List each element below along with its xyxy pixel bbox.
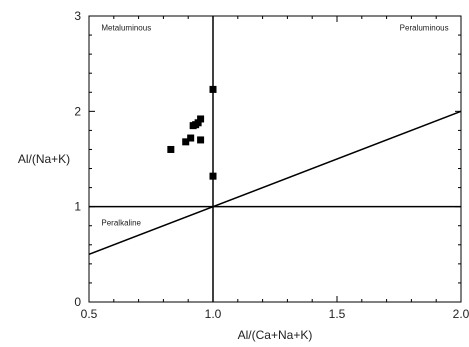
- y-axis-title: Al/(Na+K): [18, 152, 70, 166]
- plot-frame: [88, 15, 462, 303]
- x-tick-label: 1.5: [329, 307, 346, 321]
- x-tick-label: 2.0: [453, 307, 469, 321]
- x-tick-label: 0.5: [81, 307, 98, 321]
- x-tick-label: 1.0: [205, 307, 222, 321]
- data-point: [209, 85, 217, 93]
- data-point: [167, 145, 175, 153]
- region-label-peraluminous: Peraluminous: [400, 23, 449, 32]
- data-point: [197, 115, 205, 123]
- x-axis-title: Al/(Ca+Na+K): [238, 328, 313, 342]
- region-label-peralkaline: Peralkaline: [101, 219, 141, 228]
- data-point: [187, 134, 195, 142]
- y-tick-label: 3: [74, 9, 81, 23]
- data-point: [194, 119, 202, 127]
- data-point: [209, 172, 217, 180]
- y-tick-label: 1: [74, 200, 81, 214]
- reference-line-line: [88, 110, 462, 256]
- y-tick-label: 0: [74, 295, 81, 309]
- y-tick-label: 2: [74, 104, 81, 118]
- data-point: [197, 136, 205, 144]
- region-label-metaluminous: Metaluminous: [101, 23, 151, 32]
- data-point: [182, 138, 190, 146]
